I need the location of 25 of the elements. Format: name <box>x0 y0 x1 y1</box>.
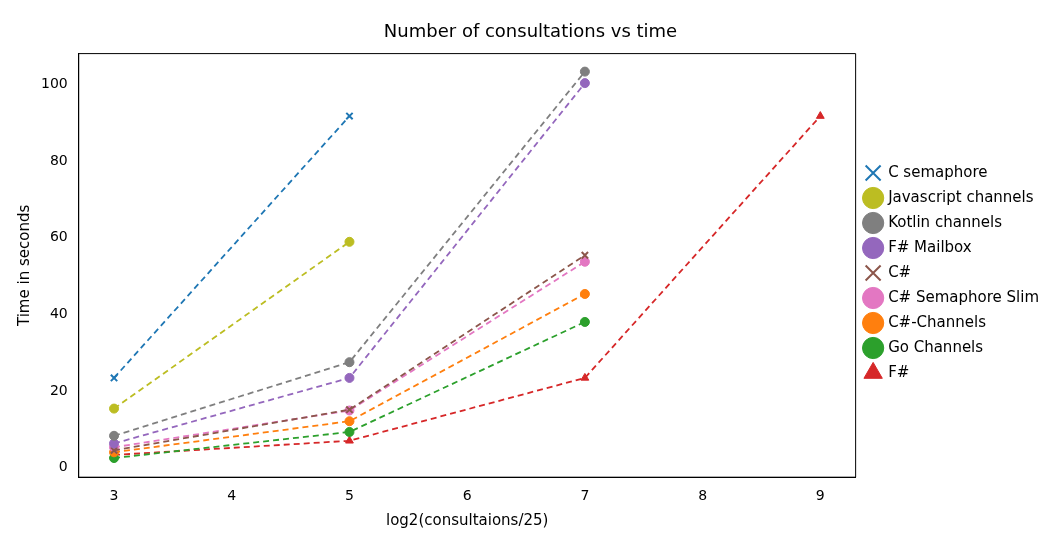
x-tick-label: 8 <box>698 487 708 504</box>
x-tick-label: 3 <box>109 487 119 504</box>
legend-label: C semaphore <box>888 162 988 181</box>
y-tick-label: 60 <box>49 228 68 245</box>
y-axis-title: Time in seconds <box>14 204 33 328</box>
x-tick-label: 7 <box>580 487 590 504</box>
x-axis-title: log2(consultaions/25) <box>385 510 549 529</box>
legend-label: F# <box>888 362 910 381</box>
legend-label: Go Channels <box>888 337 984 356</box>
legend-label: C# <box>888 262 912 281</box>
y-tick-label: 20 <box>49 381 68 398</box>
legend-label: F# Mailbox <box>888 237 972 256</box>
x-tick-label: 6 <box>462 487 472 504</box>
chart-title: Number of consultations vs time <box>383 20 678 42</box>
legend-label: Kotlin channels <box>888 212 1003 231</box>
legend-label: Javascript channels <box>887 187 1034 206</box>
y-tick-label: 100 <box>40 74 68 91</box>
y-tick-label: 0 <box>58 458 68 475</box>
legend-label: C#-Channels <box>888 312 987 331</box>
x-tick-label: 5 <box>345 487 354 504</box>
legend-label: C# Semaphore Slim <box>888 287 1039 306</box>
x-tick-label: 9 <box>815 487 825 504</box>
y-tick-label: 80 <box>49 151 68 168</box>
y-tick-label: 40 <box>49 304 68 321</box>
x-tick-label: 4 <box>227 487 237 504</box>
